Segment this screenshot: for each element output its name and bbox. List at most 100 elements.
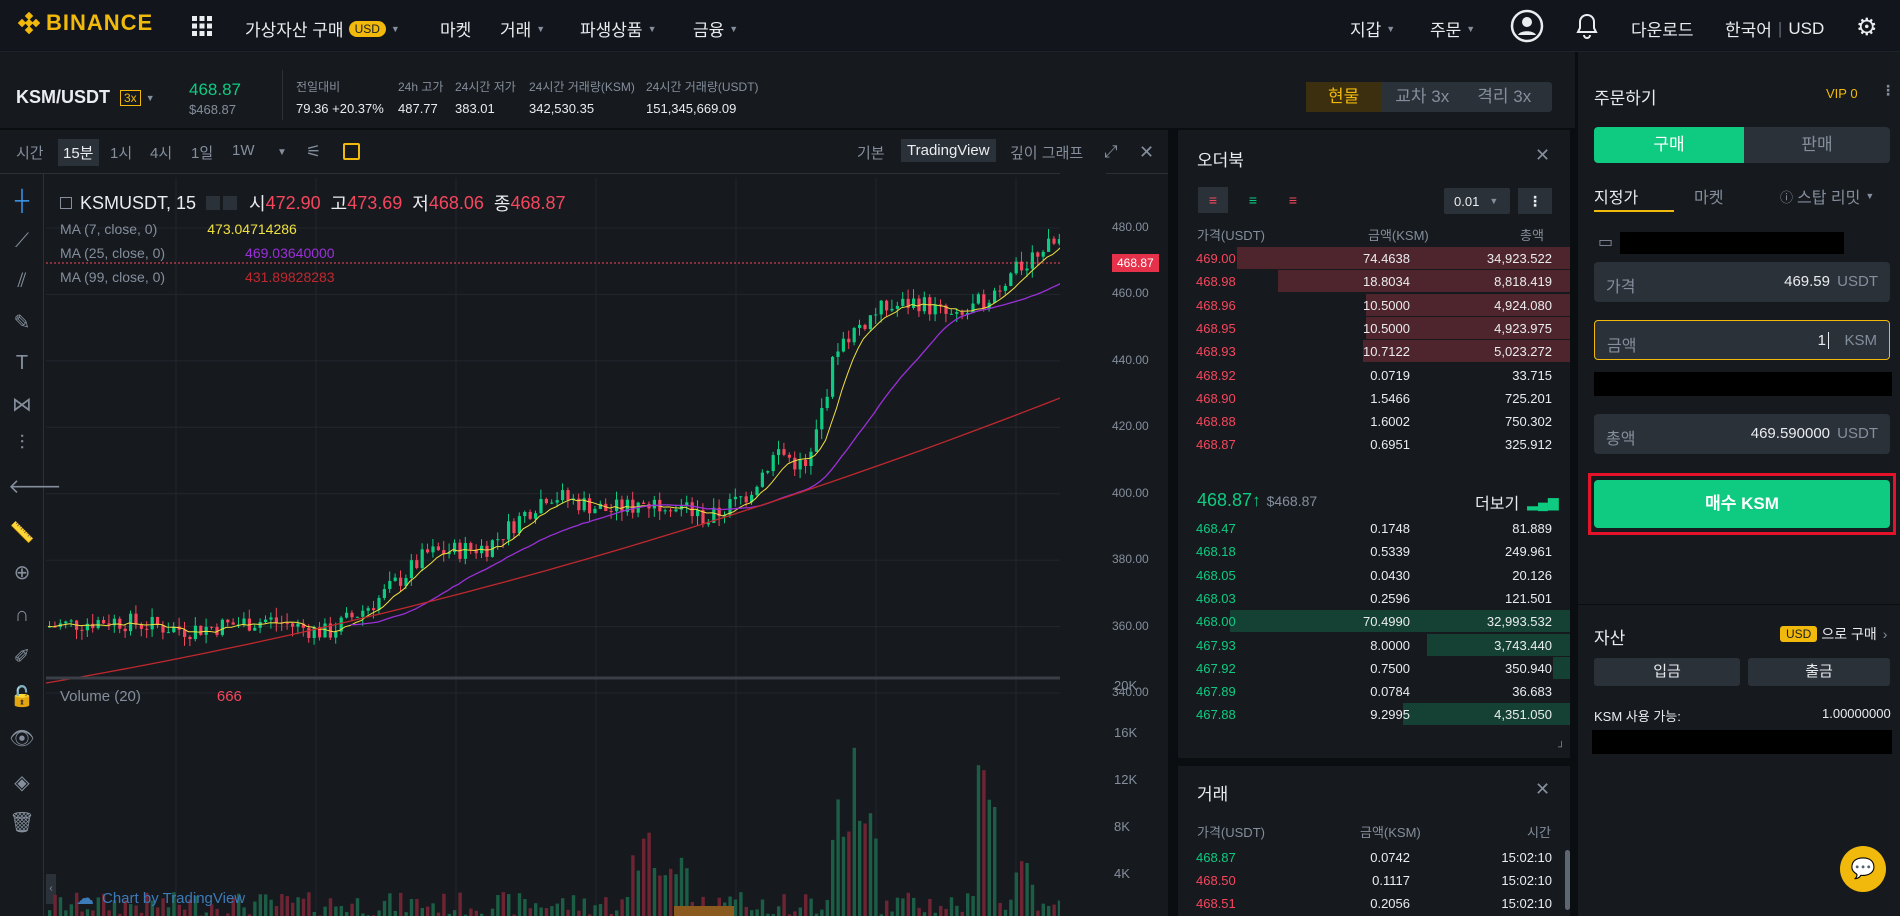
deposit-button[interactable]: 입금 [1594,658,1740,686]
bid-row[interactable]: 468.05 0.0430 20.126 [1178,564,1570,587]
time-scroll-handle[interactable] [674,906,734,916]
price-input[interactable]: 가격 469.59 USDT [1594,262,1890,302]
nav-download[interactable]: 다운로드 [1631,16,1694,41]
more-options-icon[interactable]: ⋮ [1518,188,1552,214]
nav-language-currency[interactable]: 한국어 | USD [1725,16,1824,41]
buy-tab[interactable]: 구매 [1594,127,1744,163]
crosshair-icon[interactable]: ┼ [14,190,30,212]
nav-finance[interactable]: 금융 ▼ [693,16,738,41]
settings-icon[interactable] [206,196,221,210]
pair-selector[interactable]: KSM/USDT 3x ▼ [16,87,155,108]
view-depth[interactable]: 깊이 그래프 [1010,145,1084,162]
orderbook-bids-icon[interactable]: ≡ [1248,192,1258,208]
view-tradingview[interactable]: TradingView [901,139,996,162]
indicators-icon[interactable] [343,143,360,160]
nav-markets[interactable]: 마켓 [440,16,471,41]
close-icon[interactable]: ✕ [1139,142,1155,162]
lock-drawing-icon[interactable]: ✐ [13,646,31,668]
nav-orders[interactable]: 주문 ▼ [1430,16,1475,41]
zoom-icon[interactable]: ⊕ [13,562,31,584]
arrow-left-icon[interactable]: 🡐 [8,476,62,498]
total-input[interactable]: 총액 469.590000 USDT [1594,414,1890,454]
lock-icon[interactable]: 🔓 [9,686,35,708]
close-icon[interactable]: ✕ [1535,779,1551,799]
withdraw-button[interactable]: 출금 [1748,658,1890,686]
interval-1d[interactable]: 1일 [191,145,214,162]
binance-logo[interactable]: BINANCE [18,10,153,36]
ask-row[interactable]: 468.87 0.6951 325.912 [1178,433,1570,456]
spot-tab[interactable]: 현물 [1306,82,1382,112]
layers-icon[interactable]: ◈ [14,772,30,794]
user-avatar-icon[interactable] [1510,9,1544,46]
bid-row[interactable]: 467.88 9.2995 4,351.050 [1178,703,1570,726]
indicator-settings-icon[interactable]: ⚟ [306,142,322,161]
bid-row[interactable]: 467.93 8.0000 3,743.440 [1178,633,1570,657]
vip-level[interactable]: VIP 0 [1826,86,1858,101]
interval-4h[interactable]: 4시 [150,145,173,162]
ask-row[interactable]: 468.88 1.6002 750.302 [1178,410,1570,433]
collapse-legend-icon[interactable] [60,197,72,209]
collapse-toolbar-button[interactable]: ‹ [46,874,56,904]
order-type-limit[interactable]: 지정가 [1594,190,1639,207]
text-icon[interactable]: T [15,352,29,374]
cross-tab[interactable]: 교차 3x [1381,82,1463,112]
order-type-market[interactable]: 마켓 [1694,190,1724,207]
volume-bar [1020,861,1024,916]
interval-time[interactable]: 시간 [16,145,44,162]
trade-row: 468.50 0.1117 15:02:10 [1178,869,1570,892]
prediction-icon[interactable]: ⫶ [19,432,25,454]
bid-row[interactable]: 468.03 0.2596 121.501 [1178,587,1570,610]
nav-derivatives[interactable]: 파생상품 ▼ [580,16,656,41]
nav-wallet[interactable]: 지갑 ▼ [1350,16,1395,41]
nav-buy-crypto[interactable]: 가상자산 구매 USD ▼ [245,16,400,41]
ask-row[interactable]: 469.00 74.4638 34,923.522 [1178,247,1570,270]
ask-row[interactable]: 468.90 1.5466 725.201 [1178,387,1570,410]
settings-icon[interactable] [223,196,238,210]
buy-with-usd-link[interactable]: USD 으로 구매 › [1780,624,1887,644]
ask-row[interactable]: 468.98 18.8034 8,818.419 [1178,270,1570,293]
brush-icon[interactable]: ✎ [13,312,31,334]
bid-row[interactable]: 468.00 70.4990 32,993.532 [1178,610,1570,633]
tradingview-credit[interactable]: ☁ Chart by TradingView [76,888,245,909]
magnet-icon[interactable]: ∩ [14,604,30,626]
more-link[interactable]: 더보기 ▂▄▆ [1475,490,1559,514]
ask-row[interactable]: 468.92 0.0719 33.715 [1178,364,1570,387]
ask-row[interactable]: 468.95 10.5000 4,923.975 [1178,316,1570,340]
scrollbar[interactable] [1565,850,1570,910]
sell-tab[interactable]: 판매 [1744,127,1890,163]
close-icon[interactable]: ✕ [1535,145,1551,165]
orderbook-both-icon[interactable]: ≡ [1198,187,1228,213]
ask-row[interactable]: 468.96 10.5000 4,924.080 [1178,293,1570,317]
bid-row[interactable]: 467.89 0.0784 36.683 [1178,680,1570,703]
orderbook-asks-icon[interactable]: ≡ [1288,192,1298,208]
pattern-icon[interactable]: ⋈ [12,394,32,416]
trash-icon[interactable]: 🗑 [9,812,35,834]
interval-1w[interactable]: 1W [232,142,255,159]
view-basic[interactable]: 기본 [857,145,885,162]
bid-row[interactable]: 468.47 0.1748 81.889 [1178,517,1570,540]
amount-input[interactable]: 금액 1 KSM [1594,320,1890,360]
bid-row[interactable]: 468.18 0.5339 249.961 [1178,540,1570,563]
order-amount: 0.0719 [1370,367,1410,383]
eye-icon[interactable]: 👁 [9,728,35,750]
fib-icon[interactable]: ⫽ [17,270,27,292]
interval-15m[interactable]: 15분 [58,139,99,166]
buy-submit-button[interactable]: 매수 KSM [1594,480,1890,528]
order-type-stop-limit[interactable]: ⓘ 스탑 리밋 ▼ [1780,184,1874,208]
isolated-tab[interactable]: 격리 3x [1463,82,1545,112]
resize-handle-icon[interactable]: ┘ [1558,742,1566,753]
bell-icon[interactable] [1576,13,1598,42]
interval-1h[interactable]: 1시 [110,145,133,162]
more-options-icon[interactable]: ⋮ [1881,82,1895,98]
bid-row[interactable]: 467.92 0.7500 350.940 [1178,656,1570,680]
apps-grid-icon[interactable] [192,16,212,39]
interval-dropdown-icon[interactable]: ▼ [277,147,287,158]
precision-select[interactable]: 0.01 ▼ [1444,188,1510,214]
nav-trade[interactable]: 거래 ▼ [500,16,545,41]
ruler-icon[interactable]: 📏 [9,522,35,544]
chat-support-icon[interactable]: 💬 [1840,846,1886,892]
expand-icon[interactable]: ⤢ [1104,142,1118,161]
trend-line-icon[interactable]: ⟋ [15,230,29,252]
ask-row[interactable]: 468.93 10.7122 5,023.272 [1178,340,1570,363]
gear-icon[interactable]: ⚙ [1856,14,1878,41]
